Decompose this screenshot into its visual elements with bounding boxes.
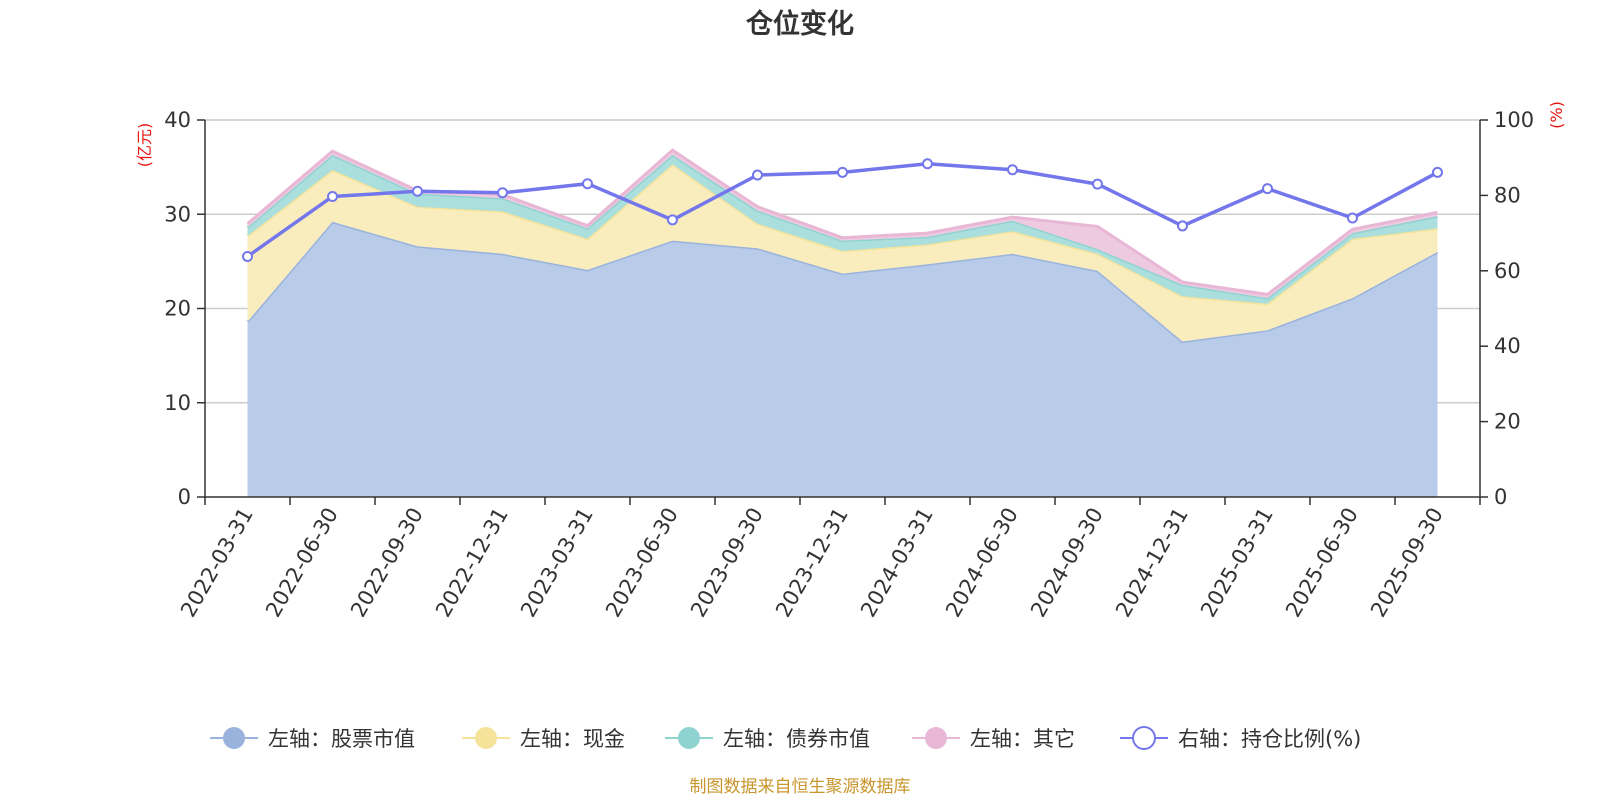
ratio-point [327, 191, 338, 203]
ratio-point [1092, 178, 1103, 190]
area-series-2 [247, 164, 1438, 342]
legend-marker [1132, 726, 1156, 750]
ratio-point [1432, 166, 1443, 178]
ratio-line [242, 158, 1443, 262]
right-tick-label: 100 [1494, 108, 1534, 132]
ratio-point [922, 158, 933, 170]
x-tick-label: 2024-09-30 [1026, 504, 1108, 622]
legend-label: 左轴：债券市值 [723, 727, 870, 751]
legend-marker [925, 727, 947, 749]
left-tick-label: 10 [164, 391, 191, 415]
x-tick-label: 2022-06-30 [261, 504, 343, 622]
legend-label: 右轴：持仓比例(%) [1178, 727, 1361, 751]
legend-marker [223, 727, 245, 749]
legend-label: 左轴：现金 [520, 727, 625, 751]
left-tick-label: 0 [178, 485, 191, 509]
right-tick-label: 60 [1494, 259, 1521, 283]
x-tick-label: 2023-09-30 [686, 504, 768, 622]
ratio-point [582, 178, 593, 190]
x-tick-label: 2023-06-30 [601, 504, 683, 622]
chart-title: 仓位变化 [745, 8, 854, 40]
x-tick-label: 2024-12-31 [1111, 504, 1193, 622]
right-tick-label: 0 [1494, 485, 1507, 509]
area-series-4 [247, 150, 1438, 299]
x-tick-label: 2023-12-31 [771, 504, 853, 622]
ratio-point [1347, 212, 1358, 224]
stacked-areas [246, 148, 1439, 498]
right-tick-label: 20 [1494, 410, 1521, 434]
ratio-point [752, 169, 763, 181]
left-tick-label: 30 [164, 202, 191, 226]
x-tick-label: 2022-09-30 [346, 504, 428, 622]
ratio-point [837, 166, 848, 178]
x-tick-label: 2025-03-31 [1196, 504, 1278, 622]
ratio-point [497, 187, 508, 199]
left-tick-label: 20 [164, 297, 191, 321]
ratio-point [667, 214, 678, 226]
ratio-point [1007, 164, 1018, 176]
x-tick-label: 2025-09-30 [1366, 504, 1448, 622]
x-tick-label: 2024-06-30 [941, 504, 1023, 622]
left-axis-unit: (亿元) [135, 123, 154, 168]
right-tick-label: 40 [1494, 334, 1521, 358]
ratio-point [412, 185, 423, 197]
source-note: 制图数据来自恒生聚源数据库 [690, 777, 911, 797]
x-tick-label: 2025-06-30 [1281, 504, 1363, 622]
x-tick-label: 2022-12-31 [431, 504, 513, 622]
ratio-point [1177, 220, 1188, 232]
legend-label: 左轴：股票市值 [268, 727, 415, 751]
ratio-point [1262, 183, 1273, 195]
right-axis-unit: (%) [1547, 101, 1566, 129]
x-tick-label: 2023-03-31 [516, 504, 598, 622]
x-tick-label: 2024-03-31 [856, 504, 938, 622]
x-tick-label: 2022-03-31 [176, 504, 258, 622]
left-tick-label: 40 [164, 108, 191, 132]
right-tick-label: 80 [1494, 183, 1521, 207]
legend-marker [475, 727, 497, 749]
legend-marker [678, 727, 700, 749]
ratio-point [242, 250, 253, 262]
legend: 左轴：股票市值 左轴：现金 左轴：债券市值 左轴：其它 右轴：持仓比例(%) [210, 726, 1361, 751]
area-series-1 [247, 221, 1438, 498]
legend-label: 左轴：其它 [970, 727, 1075, 751]
